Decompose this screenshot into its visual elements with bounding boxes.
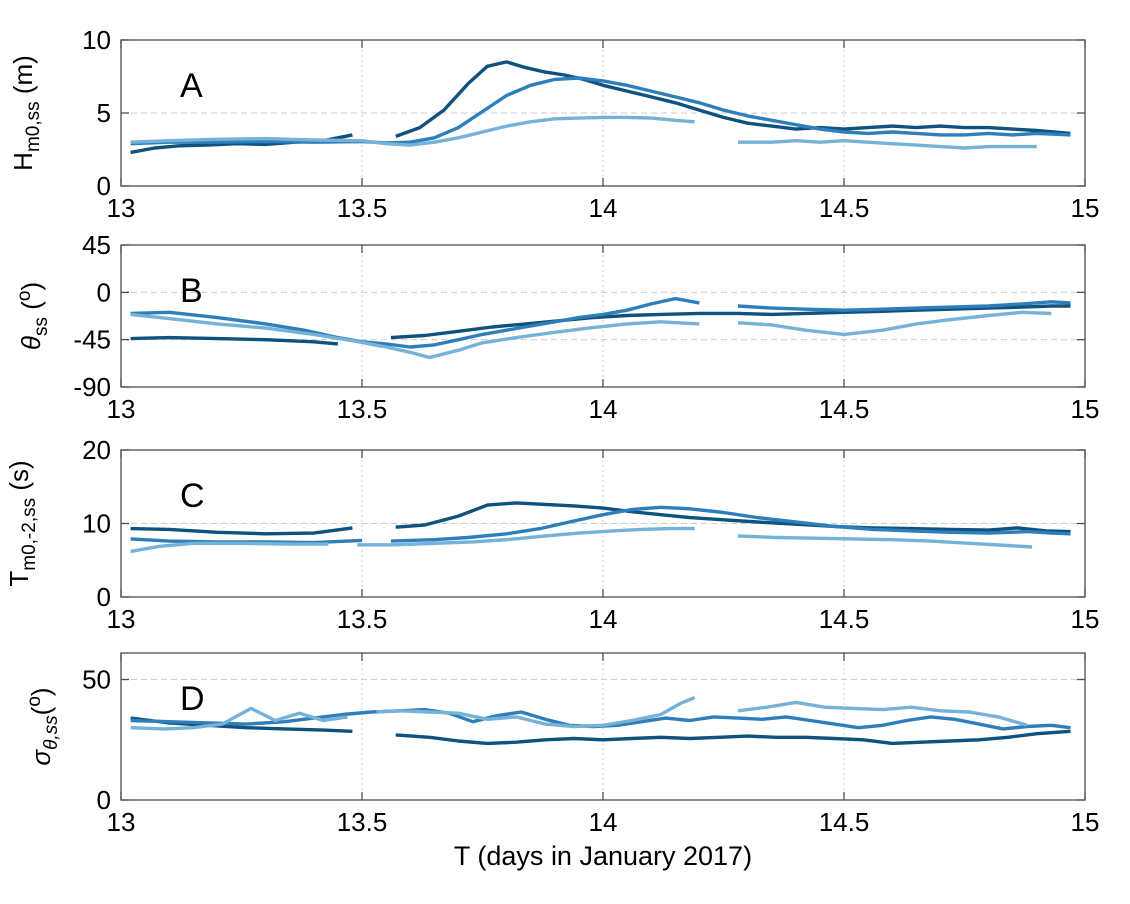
series-wave-height-medium — [130, 76, 1071, 146]
panel-A: 0 5 10 13 13.5 14 14.5 15 A Hm0,ss (m) — [8, 25, 1099, 223]
x-tick-label: 15 — [1071, 604, 1100, 634]
series-directional-spread-light — [130, 696, 1028, 731]
y-tick-label: 0 — [97, 171, 111, 201]
x-tick-label: 14 — [589, 807, 618, 837]
y-tick-label: -90 — [73, 372, 111, 402]
series-line-dark — [130, 526, 353, 536]
x-tick-label: 13 — [107, 807, 136, 837]
series-line-dark — [390, 304, 1071, 340]
series-line-medium — [130, 707, 1071, 731]
series-wave-height-light — [130, 115, 1037, 150]
x-tick-label: 14.5 — [819, 193, 870, 223]
series-line-light — [130, 706, 348, 731]
series-line-light — [737, 700, 1028, 727]
series-wave-direction-medium — [130, 296, 1071, 349]
x-tick-label: 14 — [589, 193, 618, 223]
series-wave-period-dark — [130, 501, 1071, 536]
y-axis-label: Hm0,ss (m) — [8, 55, 44, 171]
series-directional-spread-medium — [130, 707, 1071, 731]
series-line-medium — [737, 300, 1071, 312]
series-line-light — [130, 115, 695, 147]
series-line-dark — [130, 335, 339, 346]
series-wave-direction-light — [130, 310, 1052, 360]
panel-letter: D — [180, 680, 205, 718]
series-line-light — [357, 526, 695, 547]
series-wave-period-medium — [130, 505, 1071, 545]
x-tick-label: 13 — [107, 394, 136, 424]
series-line-medium — [130, 296, 700, 349]
y-axis-label: Tm0,-2,ss (s) — [4, 460, 40, 586]
y-tick-label: 5 — [97, 98, 111, 128]
panel-C: 0 10 20 13 13.5 14 14.5 15 C Tm0,-2,ss (s) — [4, 435, 1099, 634]
x-tick-label: 14.5 — [819, 604, 870, 634]
x-tick-label: 13.5 — [337, 394, 388, 424]
series-line-medium — [390, 505, 1071, 543]
series-line-light — [130, 541, 329, 554]
x-tick-label: 15 — [1071, 193, 1100, 223]
x-tick-label: 13.5 — [337, 193, 388, 223]
x-tick-label: 13 — [107, 193, 136, 223]
y-tick-label: 10 — [82, 509, 111, 539]
series-line-dark — [395, 60, 1071, 138]
y-tick-label: 0 — [97, 277, 111, 307]
y-axis-label: θss (o) — [14, 282, 52, 350]
panel-letter: C — [180, 477, 205, 515]
y-tick-label: 50 — [82, 665, 111, 695]
y-tick-label: -45 — [73, 325, 111, 355]
panel-letter: A — [180, 67, 203, 105]
series-line-light — [737, 310, 1052, 337]
x-tick-label: 14.5 — [819, 394, 870, 424]
series-line-light — [130, 312, 700, 360]
x-tick-label: 13.5 — [337, 807, 388, 837]
x-axis-label: T (days in January 2017) — [453, 841, 753, 871]
y-tick-label: 0 — [97, 785, 111, 815]
series-line-medium — [130, 76, 1071, 146]
y-tick-label: 0 — [97, 582, 111, 612]
series-wave-direction-dark — [130, 304, 1071, 346]
panel-D: 0 50 13 13.5 14 14.5 15 Dσθ,ss(o) — [24, 652, 1100, 837]
series-line-dark — [395, 729, 1071, 746]
y-tick-label: 20 — [82, 435, 111, 465]
series-line-dark — [395, 501, 1071, 534]
series-line-light — [738, 138, 1037, 150]
x-tick-label: 15 — [1071, 394, 1100, 424]
y-axis-label: σθ,ss(o) — [24, 687, 62, 765]
x-tick-label: 13.5 — [337, 604, 388, 634]
x-tick-label: 13 — [107, 604, 136, 634]
series-wave-period-light — [130, 526, 1033, 554]
x-tick-label: 14.5 — [819, 807, 870, 837]
series-line-light — [376, 696, 696, 729]
y-tick-label: 10 — [82, 25, 111, 55]
series-line-light — [737, 534, 1033, 549]
panel-letter: B — [180, 272, 203, 310]
x-tick-label: 14 — [589, 604, 618, 634]
y-tick-label: 45 — [82, 230, 111, 260]
x-tick-label: 14 — [589, 394, 618, 424]
x-tick-label: 15 — [1071, 807, 1100, 837]
